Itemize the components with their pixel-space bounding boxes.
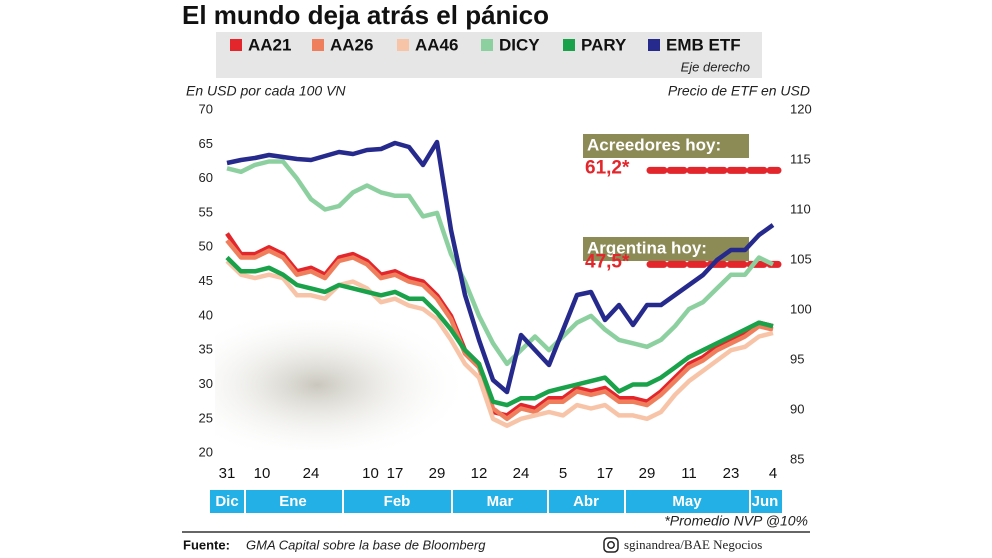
y-tick-label: 30 [199, 376, 213, 391]
x-tick-label: 17 [597, 465, 614, 482]
y2-tick-label: 115 [790, 151, 811, 166]
x-tick-label: 24 [513, 465, 530, 482]
y2-tick-label: 105 [790, 251, 812, 266]
x-tick-label: 31 [219, 465, 236, 482]
y2-tick-label: 85 [790, 451, 804, 466]
credit: sginandrea/BAE Negocios [624, 537, 762, 552]
y-tick-label: 55 [199, 204, 213, 219]
y2-tick-label: 100 [790, 301, 812, 316]
x-tick-label: 29 [639, 465, 656, 482]
y-tick-label: 40 [199, 307, 213, 322]
series-line [226, 159, 774, 367]
legend-note: Eje derecho [681, 59, 750, 74]
annotation-label: Argentina hoy: [587, 238, 707, 257]
y2-tick-label: 120 [790, 101, 812, 116]
month-bar [210, 490, 782, 513]
annotation-value: 47,5* [585, 251, 630, 272]
source-label: Fuente: [183, 537, 230, 552]
y-tick-label: 20 [199, 445, 213, 460]
y2-tick-label: 110 [790, 201, 811, 216]
series-line [226, 139, 775, 395]
legend-label: DICY [499, 35, 540, 54]
x-tick-label: 24 [303, 465, 320, 482]
legend-swatch [648, 39, 660, 51]
source: GMA Capital sobre la base de Bloomberg [246, 537, 486, 552]
x-tick-label: 17 [387, 465, 404, 482]
legend-swatch [397, 39, 409, 51]
y-tick-label: 25 [199, 410, 213, 425]
series-line [225, 255, 774, 408]
y2-tick-label: 90 [790, 401, 804, 416]
x-tick-label: 23 [723, 465, 740, 482]
month-label: Mar [487, 493, 514, 510]
instagram-icon [603, 537, 619, 553]
month-label: Ene [279, 493, 307, 510]
legend-label: AA21 [248, 35, 291, 54]
annotation-label: Acreedores hoy: [587, 135, 721, 154]
chart-title: El mundo deja atrás el pánico [182, 0, 549, 30]
photo-background [215, 320, 470, 450]
legend-label: AA46 [415, 35, 458, 54]
y-tick-label: 60 [199, 170, 213, 185]
x-tick-label: 12 [471, 465, 488, 482]
x-tick-label: 10 [362, 465, 379, 482]
legend-swatch [230, 39, 242, 51]
y2-axis-title: Precio de ETF en USD [668, 83, 810, 99]
x-tick-label: 29 [429, 465, 446, 482]
month-label: Dic [215, 493, 238, 510]
legend-label: PARY [581, 35, 627, 54]
y-tick-label: 35 [199, 342, 213, 357]
y-axis-title: En USD por cada 100 VN [186, 83, 346, 99]
y2-tick-label: 95 [790, 351, 804, 366]
y-tick-label: 50 [199, 239, 213, 254]
month-label: Abr [573, 493, 599, 510]
legend-label: AA26 [330, 35, 373, 54]
footnote: *Promedio NVP @10% [664, 513, 808, 529]
legend-swatch [481, 39, 493, 51]
series-line [225, 238, 774, 422]
annotation-box [583, 134, 749, 158]
y-tick-label: 65 [199, 136, 213, 151]
y-tick-label: 45 [199, 273, 213, 288]
annotation-value: 61,2* [585, 157, 630, 178]
x-tick-label: 11 [681, 465, 697, 482]
month-label: May [672, 493, 702, 510]
x-tick-label: 4 [769, 465, 777, 482]
y-tick-label: 70 [199, 101, 213, 116]
legend-swatch [312, 39, 324, 51]
month-label: Feb [384, 493, 411, 510]
x-tick-label: 5 [559, 465, 567, 482]
x-tick-label: 10 [254, 465, 271, 482]
legend-label: EMB ETF [666, 35, 741, 54]
legend-swatch [563, 39, 575, 51]
instagram-icon-lens [607, 541, 615, 549]
month-label: Jun [752, 493, 779, 510]
series-line [225, 259, 774, 428]
